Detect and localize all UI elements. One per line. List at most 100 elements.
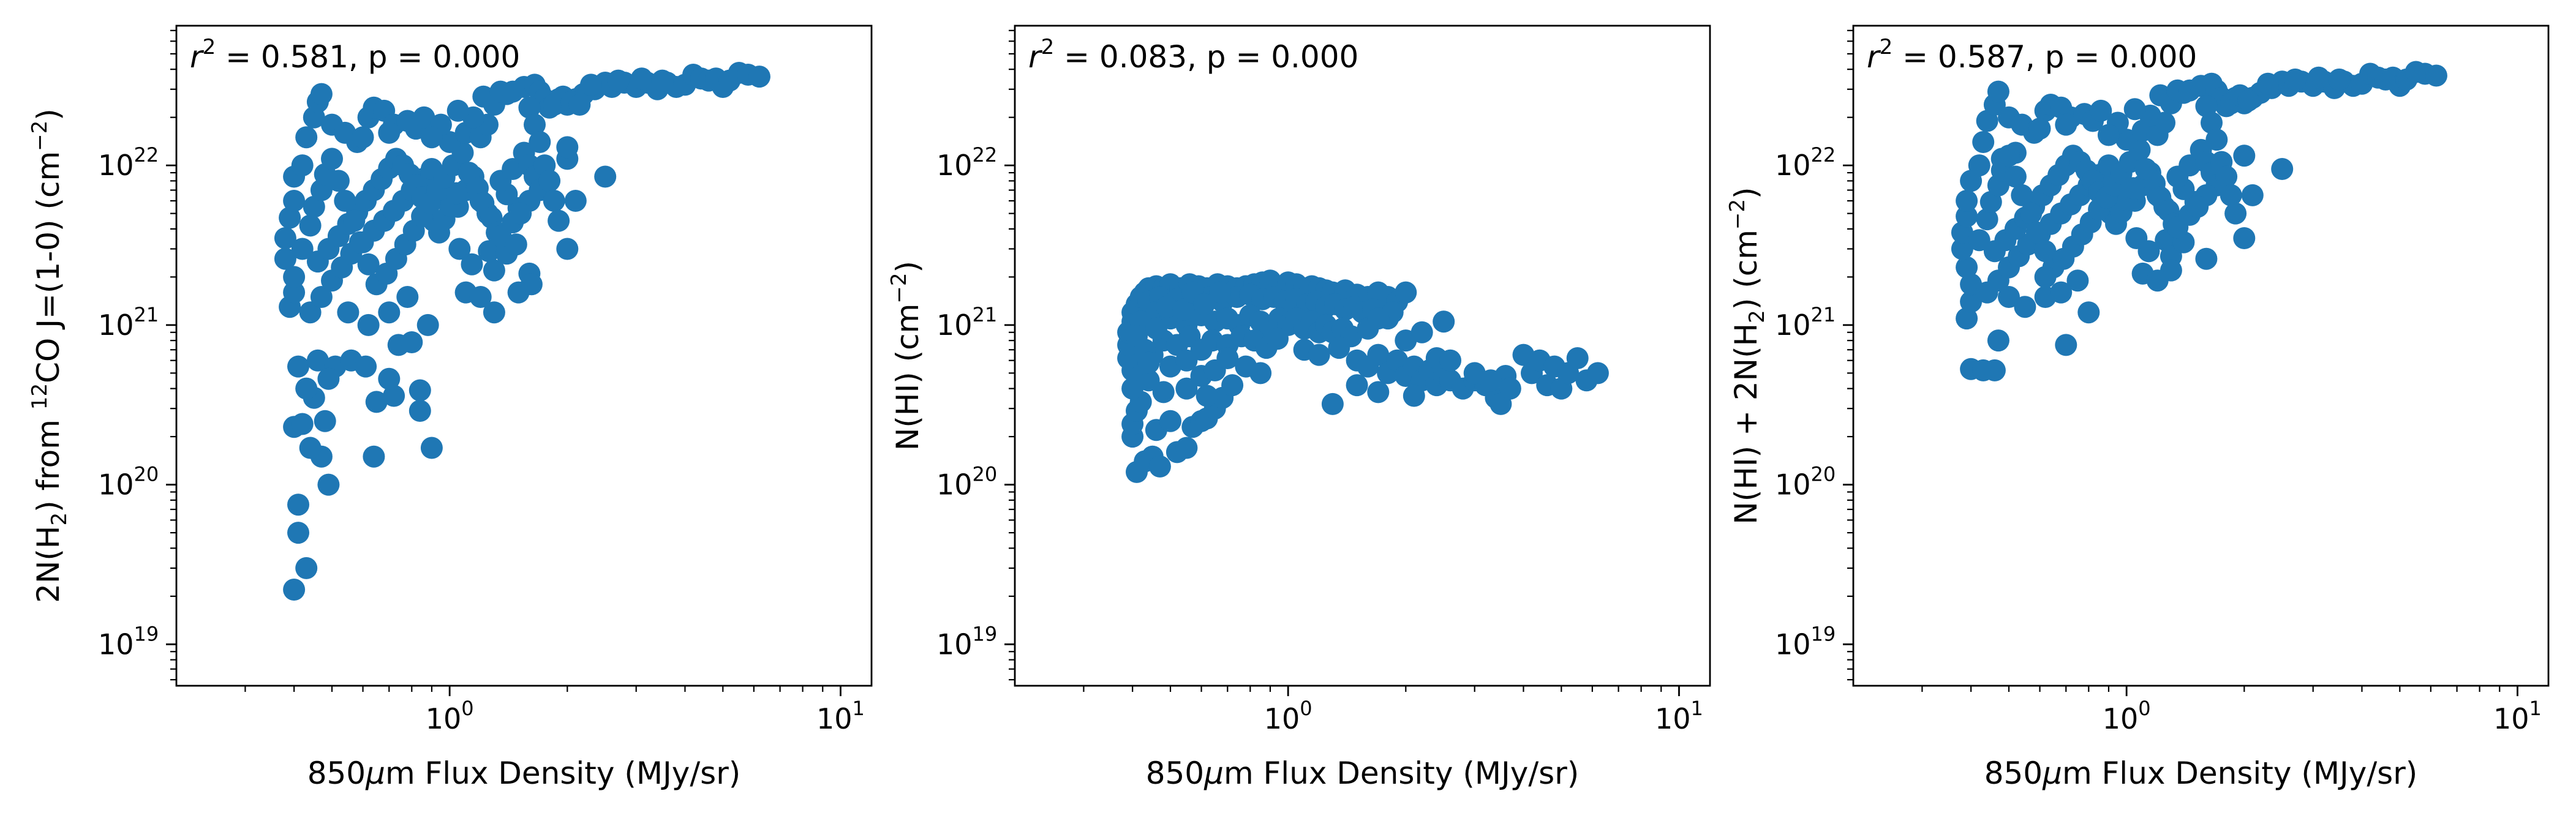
data-point (1175, 349, 1198, 372)
data-point (469, 286, 492, 308)
data-point (310, 286, 333, 308)
data-point (1193, 293, 1216, 315)
data-point (1433, 310, 1455, 333)
data-point (1145, 317, 1167, 340)
data-point (279, 206, 301, 229)
data-point (580, 73, 602, 96)
data-point (1216, 347, 1239, 369)
data-points (274, 62, 770, 601)
data-point (548, 209, 570, 232)
data-point (1499, 377, 1521, 400)
data-point (1979, 190, 2002, 213)
data-point (2020, 202, 2043, 225)
data-point (291, 154, 314, 177)
data-point (283, 266, 306, 288)
data-point (2195, 247, 2218, 270)
x-tick-label: 100 (1264, 697, 1312, 735)
data-point (2257, 72, 2279, 95)
data-point (1137, 351, 1160, 374)
data-point (287, 522, 309, 544)
data-point (317, 473, 340, 496)
x-tick-label: 100 (2103, 697, 2151, 735)
data-point (2004, 165, 2027, 188)
data-point (1367, 381, 1390, 403)
data-point (409, 379, 431, 402)
data-point (630, 67, 653, 90)
data-point (378, 301, 401, 324)
data-point (2090, 99, 2112, 122)
data-point (2233, 144, 2256, 167)
y-axis-label: N(HI) (cm−2) (887, 261, 925, 451)
scatter-panel-h2-from-co: 100 101 1019 1020 1021 1022 r2 = 0.581, p = 0.… (28, 24, 873, 791)
data-point (2328, 68, 2351, 91)
data-point (1956, 205, 1978, 228)
data-point (594, 165, 617, 188)
data-point (507, 281, 530, 304)
x-tick-label: 101 (1655, 697, 1703, 735)
data-point (357, 253, 380, 276)
data-point (1137, 369, 1160, 392)
data-point (529, 131, 551, 153)
data-point (378, 121, 401, 144)
data-point (2220, 184, 2242, 206)
data-point (524, 113, 546, 136)
data-point (2122, 177, 2144, 200)
r-squared-annotation: r2 = 0.083, p = 0.000 (1028, 35, 1358, 75)
y-tick-label: 1020 (98, 463, 159, 501)
data-point (2271, 158, 2294, 180)
data-point (2186, 195, 2209, 218)
data-point (1121, 377, 1144, 400)
data-point (283, 579, 306, 601)
y-tick-label: 1019 (1775, 622, 1836, 661)
x-tick-label: 101 (2493, 697, 2542, 735)
data-point (306, 349, 329, 372)
r-squared-annotation: r2 = 0.581, p = 0.000 (190, 35, 520, 75)
y-tick-label: 1022 (1775, 143, 1836, 182)
data-point (461, 253, 483, 276)
data-point (321, 148, 343, 170)
data-point (295, 557, 318, 579)
data-point (448, 238, 471, 260)
data-point (538, 170, 561, 192)
data-point (409, 400, 431, 422)
data-point (2050, 281, 2073, 304)
data-point (2307, 66, 2330, 89)
data-point (327, 170, 350, 192)
data-point (355, 355, 377, 378)
y-tick-label: 1022 (98, 143, 159, 182)
data-point (2233, 227, 2256, 249)
data-point (2179, 154, 2201, 177)
data-point (299, 437, 322, 459)
data-point (2425, 64, 2447, 87)
y-tick-label: 1019 (98, 622, 159, 661)
data-point (1175, 377, 1198, 400)
data-point (287, 355, 309, 378)
data-point (483, 259, 505, 282)
data-point (2011, 184, 2033, 206)
y-tick-label: 1021 (936, 303, 997, 342)
data-point (1172, 298, 1195, 321)
data-point (1998, 144, 2020, 167)
data-point (363, 445, 385, 468)
data-point (1586, 362, 1609, 385)
data-point (299, 214, 322, 237)
data-point (651, 69, 674, 92)
data-point (1328, 337, 1350, 359)
data-point (1987, 329, 2009, 352)
data-point (518, 96, 541, 119)
data-point (2028, 118, 2051, 140)
data-point (505, 233, 527, 256)
data-point (303, 195, 325, 218)
data-point (348, 231, 371, 253)
data-point (483, 301, 505, 324)
x-tick-label: 101 (816, 697, 865, 735)
data-point (396, 286, 419, 308)
data-point (357, 313, 380, 336)
data-point (2055, 113, 2077, 136)
data-point (337, 301, 360, 324)
data-point (291, 238, 314, 260)
data-point (2125, 227, 2148, 249)
data-point (2205, 129, 2228, 151)
axes-frame (1014, 24, 1711, 687)
data-point (2014, 296, 2036, 318)
